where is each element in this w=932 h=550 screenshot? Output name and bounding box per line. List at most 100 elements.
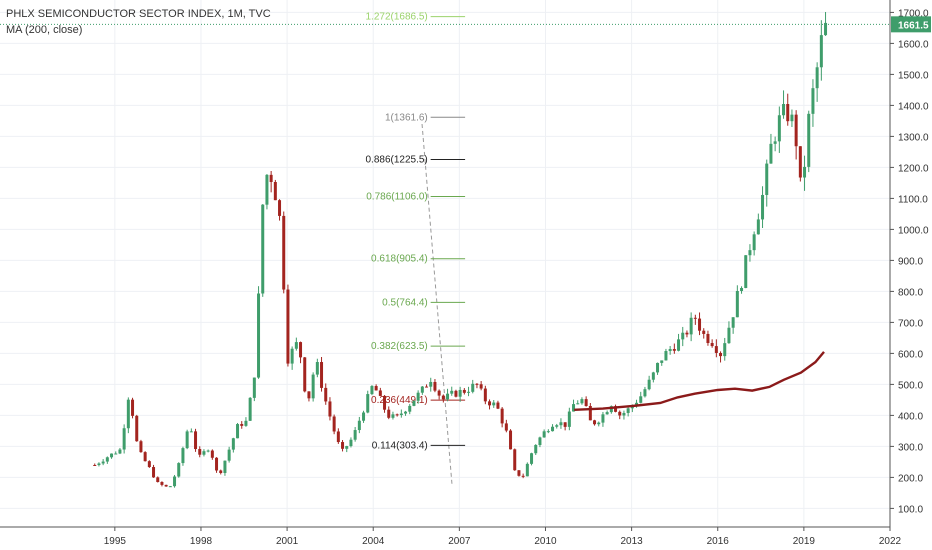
candle-body <box>139 441 143 453</box>
candle-body <box>252 377 256 398</box>
fibonacci-levels: 1.272(1686.5) 1(1361.6) 0.886(1225.5) 0.786… <box>365 12 466 487</box>
candle-body <box>320 362 324 388</box>
candle-body <box>588 406 592 421</box>
candle-body <box>290 348 294 364</box>
price-tick-label: 1100.0 <box>898 194 928 205</box>
candle-body <box>504 423 508 431</box>
candle-body <box>328 401 332 417</box>
candle-body <box>395 414 399 416</box>
candle-body <box>164 484 168 487</box>
candle-body <box>622 412 626 416</box>
candle-body <box>357 420 361 431</box>
candle-body <box>122 428 126 450</box>
candle-body <box>286 289 290 364</box>
candle-body <box>227 449 231 461</box>
candles <box>93 11 828 488</box>
price-tick-label: 1200.0 <box>898 163 929 174</box>
indicator-label: MA (200, close) <box>6 24 83 36</box>
candle-body <box>798 146 802 178</box>
price-axis[interactable]: 100.0 200.0 300.0 400.0 500.0 600.0 700.0 800.0… <box>889 0 932 550</box>
candle-body <box>278 200 282 216</box>
candle-body <box>509 430 513 450</box>
candle-body <box>555 425 559 427</box>
price-axis-bg <box>890 0 932 550</box>
candle-body <box>181 448 185 464</box>
candle-body <box>370 386 374 395</box>
candle-body <box>118 449 122 454</box>
last-price-label: 1661.5 <box>898 20 929 31</box>
candle-body <box>609 406 613 413</box>
fib-level-label: 0.5(764.4) <box>382 297 428 308</box>
candle-body <box>244 420 248 426</box>
candle-body <box>639 396 643 403</box>
candle-body <box>299 342 303 358</box>
candle-body <box>542 431 546 438</box>
candle-body <box>777 115 781 142</box>
candle-body <box>824 22 828 36</box>
time-tick-label: 2010 <box>534 536 557 547</box>
candle-body <box>269 174 273 183</box>
candle-body <box>450 390 454 394</box>
candle-body <box>177 463 181 477</box>
candle-body <box>567 411 571 427</box>
candle-body <box>521 475 525 477</box>
candle-body <box>349 439 353 447</box>
candle-body <box>185 431 189 449</box>
candle-body <box>530 453 534 464</box>
candle-body <box>647 379 651 390</box>
candle-body <box>597 422 601 425</box>
candle-body <box>614 406 618 412</box>
candle-body <box>152 467 156 478</box>
candle-body <box>748 250 752 256</box>
candle-body <box>601 414 605 423</box>
candle-body <box>341 442 345 449</box>
candle-body <box>551 426 555 432</box>
candle-body <box>782 104 786 116</box>
candle-body <box>635 402 639 406</box>
candle-body <box>366 394 370 413</box>
candle-body <box>324 387 328 402</box>
candle-body <box>412 400 416 406</box>
time-axis-bg <box>0 527 932 550</box>
candle-body <box>353 430 357 440</box>
price-tick-label: 1300.0 <box>898 132 929 143</box>
candle-body <box>626 408 630 413</box>
price-tick-label: 1500.0 <box>898 70 929 81</box>
price-tick-label: 400.0 <box>898 411 923 422</box>
candle-body <box>231 438 235 450</box>
candle-body <box>160 482 164 485</box>
candle-body <box>761 194 765 220</box>
candle-body <box>752 234 756 251</box>
candle-body <box>362 412 366 421</box>
time-tick-label: 2022 <box>879 536 902 547</box>
candle-body <box>273 182 277 201</box>
candle-body <box>693 317 697 319</box>
candle-body <box>513 449 517 471</box>
fib-level-label: 0.382(623.5) <box>371 341 428 352</box>
candle-body <box>198 449 202 455</box>
fib-level-label: 0.886(1225.5) <box>365 154 427 165</box>
candle-body <box>404 411 408 414</box>
candle-body <box>765 163 769 195</box>
candle-body <box>173 476 177 487</box>
candle-body <box>429 381 433 387</box>
candle-body <box>664 351 668 361</box>
candle-body <box>391 414 395 418</box>
candle-body <box>168 486 172 488</box>
candle-body <box>740 287 744 292</box>
candle-body <box>97 463 101 466</box>
ma-200-line <box>574 351 825 411</box>
time-axis[interactable]: 1995 1998 2001 2004 2007 2010 2013 2016 2019 2022 <box>0 526 932 550</box>
candle-body <box>651 372 655 380</box>
candle-body <box>219 470 223 474</box>
candle-body <box>744 255 748 288</box>
candle-body <box>257 293 261 378</box>
candle-body <box>546 431 550 433</box>
candle-body <box>110 453 114 458</box>
candle-body <box>807 113 811 167</box>
candle-body <box>815 67 819 89</box>
price-tick-label: 500.0 <box>898 380 923 391</box>
candle-body <box>236 424 240 439</box>
candle-body <box>399 413 403 416</box>
